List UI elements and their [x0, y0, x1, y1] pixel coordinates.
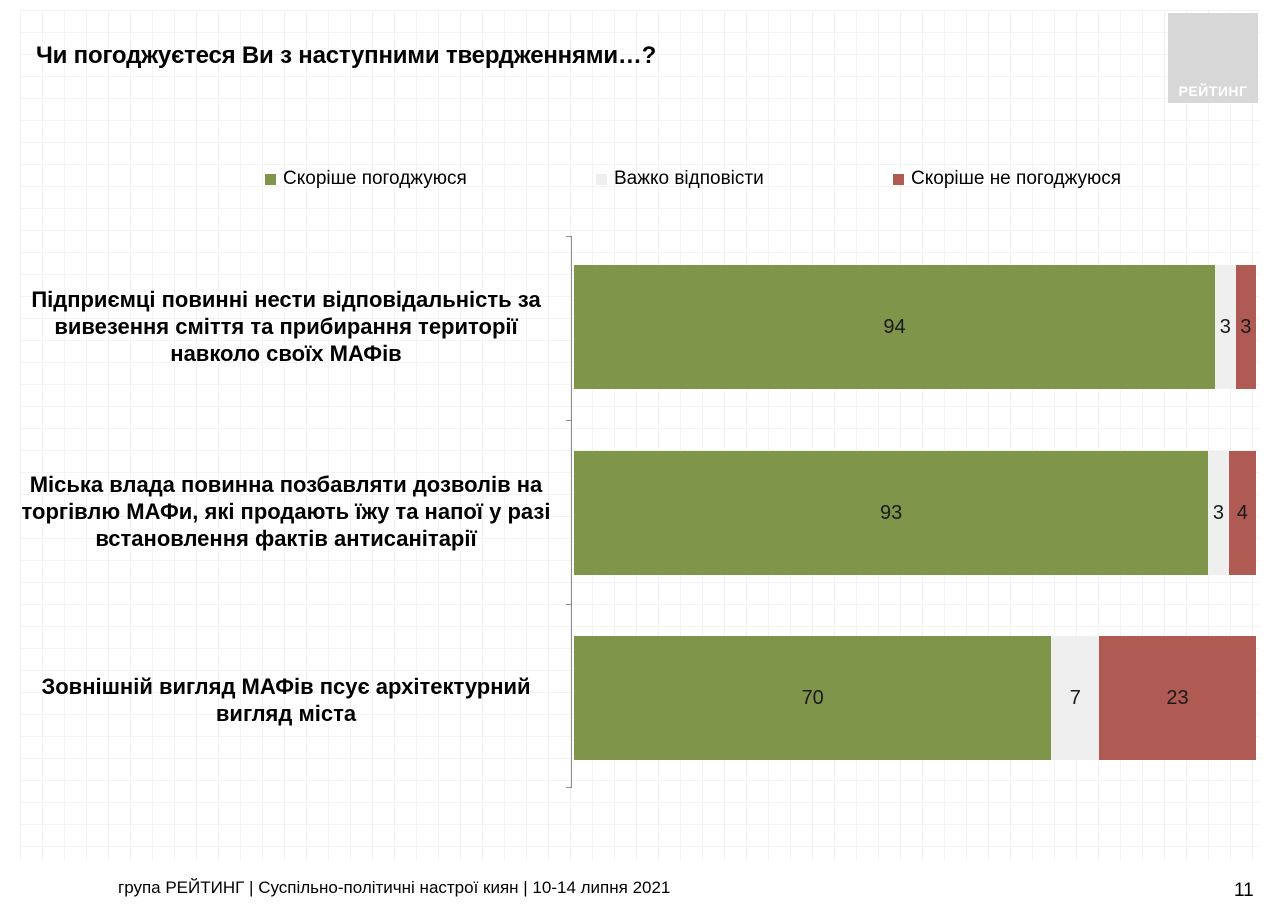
data-label-disagree: 4	[1236, 501, 1248, 524]
data-label-hard: 3	[1212, 501, 1225, 524]
bar-row: 70 7 23	[574, 636, 1256, 760]
bar-disagree: 23	[1099, 636, 1256, 760]
data-label-agree: 70	[801, 686, 824, 709]
bar-agree: 94	[574, 265, 1216, 389]
legend-swatch-agree	[265, 173, 276, 185]
rating-logo: РЕЙТИНГ	[1168, 13, 1258, 103]
axis-tick	[566, 236, 572, 237]
bar-agree: 93	[574, 451, 1209, 575]
logo-text: РЕЙТИНГ	[1178, 83, 1248, 99]
data-label-hard: 3	[1219, 315, 1231, 338]
legend-item-agree: Скоріше погоджуюся	[265, 168, 467, 190]
data-label-agree: 93	[880, 501, 903, 524]
page-number: 11	[1234, 880, 1254, 901]
bar-agree: 70	[574, 636, 1052, 760]
bar-row: 93 3 4	[574, 451, 1256, 575]
category-label: Підприємці повинні нести відповідальніст…	[31, 287, 541, 366]
bar-disagree: 4	[1228, 451, 1256, 575]
legend-swatch-disagree	[893, 173, 904, 185]
legend-label-agree: Скоріше погоджуюся	[283, 168, 467, 189]
data-label-disagree: 23	[1166, 686, 1189, 709]
data-label-disagree: 3	[1240, 315, 1252, 338]
axis-tick	[566, 604, 572, 605]
data-label-hard: 7	[1069, 686, 1081, 709]
bar-disagree: 3	[1235, 265, 1256, 389]
legend-swatch-hard	[596, 173, 607, 185]
legend-label-hard: Важко відповісти	[614, 168, 764, 189]
legend-item-disagree: Скоріше не погоджуюся	[893, 168, 1121, 190]
bar-hard: 3	[1215, 265, 1236, 389]
bar-row: 94 3 3	[574, 265, 1256, 389]
category-axis	[571, 236, 572, 788]
legend-item-hard: Важко відповісти	[596, 168, 764, 190]
footer-text: група РЕЙТИНГ | Суспільно-політичні наст…	[118, 878, 671, 897]
axis-tick	[566, 420, 572, 421]
legend-label-disagree: Скоріше не погоджуюся	[911, 168, 1122, 189]
slide-title: Чи погоджуєтеся Ви з наступними тверджен…	[36, 42, 657, 69]
data-label-agree: 94	[883, 315, 906, 338]
bar-hard: 7	[1051, 636, 1100, 760]
category-label: Міська влада повинна позбавляти дозволів…	[21, 472, 551, 551]
bar-hard: 3	[1208, 451, 1229, 575]
axis-tick	[566, 787, 572, 788]
category-label: Зовнішній вигляд МАФів псує архітектурни…	[41, 674, 531, 726]
